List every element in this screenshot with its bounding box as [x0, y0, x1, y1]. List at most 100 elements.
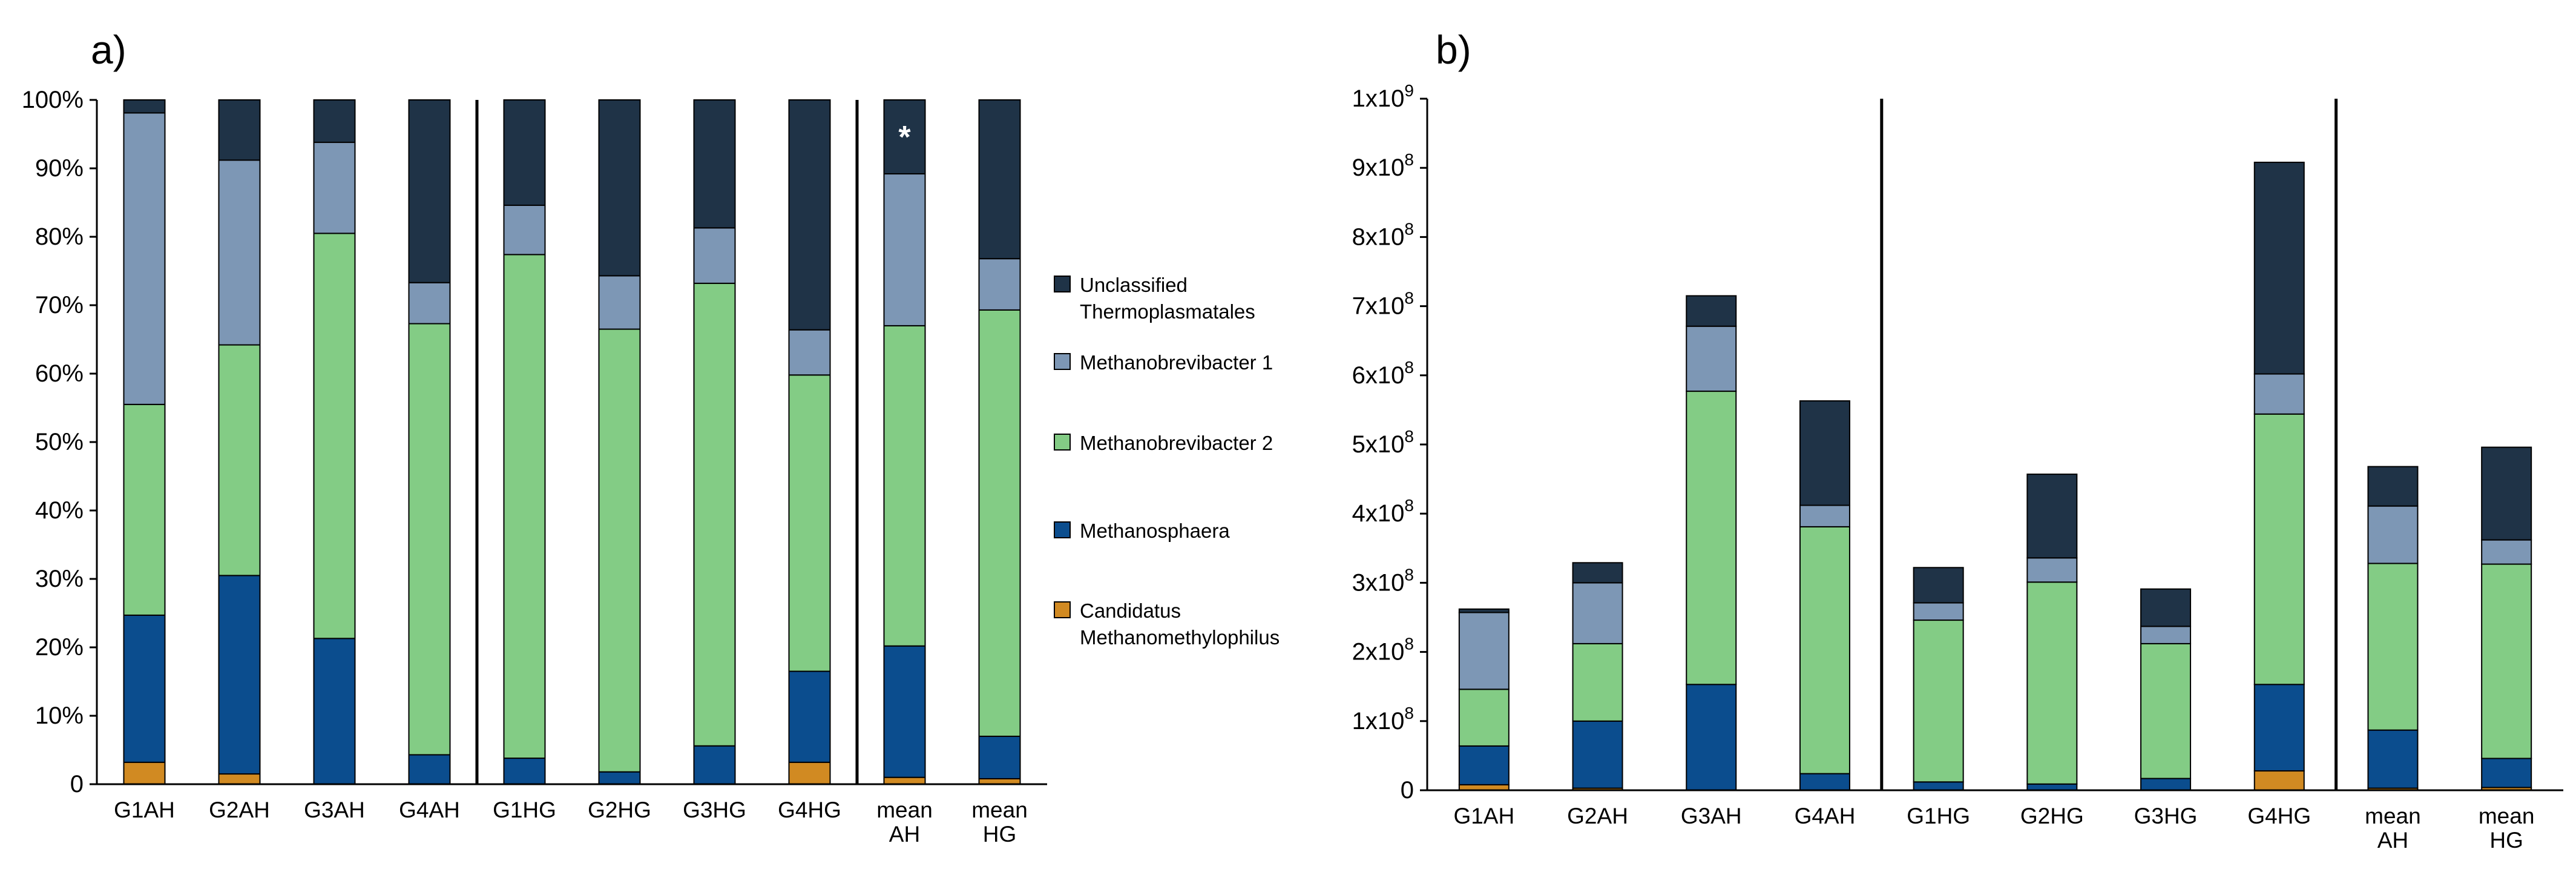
bar-segment-methanobrevibacter-1: [883, 173, 926, 326]
bar-segment-methanosphaera: [408, 754, 451, 785]
bar-segment-methanosphaera: [1686, 684, 1737, 791]
x-tick-label-line: HG: [2489, 828, 2523, 853]
bar-segment-candidatus-methanomethylophilus: [218, 773, 261, 785]
bar-segment-unclassified-thermoplasmatales: [503, 99, 546, 206]
y-tick-label: 6x108: [1352, 358, 1414, 389]
panel-label: b): [1436, 27, 1471, 72]
bar-segment-methanosphaera: [1572, 720, 1623, 789]
legend-label-line: Methanosphaera: [1080, 520, 1230, 542]
bar-segment-unclassified-thermoplasmatales: [1686, 295, 1737, 327]
y-tick-label: 80%: [35, 223, 84, 250]
y-tick-label-base: 9x10: [1352, 154, 1405, 181]
x-tick-label-line: mean: [971, 798, 1028, 822]
x-tick-label: mean HG: [2479, 804, 2535, 853]
y-tick-label: 30%: [35, 566, 84, 592]
x-tick-label: G2HG: [588, 798, 651, 822]
x-tick-label: G2AH: [1567, 804, 1628, 828]
y-tick-label-exponent: 8: [1404, 496, 1414, 515]
bar-segment-unclassified-thermoplasmatales: [2253, 162, 2305, 375]
bar-segment-methanosphaera: [1913, 781, 1964, 791]
x-tick-label: G2AH: [209, 798, 270, 822]
y-tick-label: 0: [70, 771, 84, 798]
bar-segment-methanobrevibacter-2: [883, 325, 926, 647]
bar-segment-methanobrevibacter-1: [218, 159, 261, 346]
chart-a: a) 0 10% 20% 30% 40% 50% 60% 70% 80% 90% 100% G1AH G2…: [22, 27, 1047, 847]
y-tick-label-exponent: 8: [1404, 565, 1414, 584]
legend-label-line: Methanobrevibacter 1: [1080, 351, 1273, 374]
bar-segment-unclassified-thermoplasmatales: [883, 99, 926, 175]
bar-segment-unclassified-thermoplasmatales: [218, 99, 261, 161]
bar-segment-unclassified-thermoplasmatales: [1572, 562, 1623, 584]
legend-swatch-candidatus-methanomethylophilus: [1054, 601, 1071, 618]
legend-swatch-unclassified-thermoplasmatales: [1054, 276, 1071, 292]
bar-segment-methanobrevibacter-1: [1686, 325, 1737, 392]
legend-label-candidatus-methanomethylophilus: Candidatus Methanomethylophilus: [1080, 600, 1280, 649]
x-tick-label: G1AH: [114, 798, 175, 822]
bar-segment-methanosphaera: [978, 735, 1021, 779]
bar-segment-methanobrevibacter-1: [1458, 612, 1510, 690]
bar-segment-methanobrevibacter-2: [2140, 642, 2192, 779]
x-tick-label: G3HG: [683, 798, 746, 822]
x-tick-label-line: G2HG: [2020, 804, 2084, 828]
x-tick-label-line: G3HG: [683, 798, 746, 822]
panel-label: a): [91, 27, 126, 72]
y-tick-label-exponent: 8: [1404, 150, 1414, 169]
x-tick-label-line: G3AH: [1681, 804, 1742, 828]
bar-segment-methanobrevibacter-2: [503, 254, 546, 759]
y-tick-label: 70%: [35, 292, 84, 319]
bar-segment-methanobrevibacter-1: [2481, 539, 2532, 565]
bar-segment-methanobrevibacter-1: [1913, 602, 1964, 621]
bar-segment-methanobrevibacter-1: [2253, 373, 2305, 415]
bar-segment-methanobrevibacter-2: [1458, 689, 1510, 747]
x-tick-label: G4AH: [1795, 804, 1856, 828]
legend-swatch-methanosphaera: [1054, 521, 1071, 538]
y-tick-label-base: 8x10: [1352, 223, 1405, 250]
y-tick-label-exponent: 8: [1404, 427, 1414, 446]
legend: Unclassified Thermoplasmatales Methanobrev…: [1054, 274, 1280, 649]
x-tick-label: mean HG: [971, 798, 1028, 847]
x-tick-label-line: G4AH: [1795, 804, 1856, 828]
x-tick-label-line: G1AH: [114, 798, 175, 822]
bar-segment-methanosphaera: [218, 575, 261, 775]
bar-segment-methanosphaera: [2140, 778, 2192, 791]
y-tick-label: 20%: [35, 634, 84, 661]
x-tick-label-line: G4HG: [778, 798, 841, 822]
y-tick-label: 90%: [35, 155, 84, 182]
y-tick-label: 2x108: [1352, 635, 1414, 666]
bar-segment-unclassified-thermoplasmatales: [2140, 588, 2192, 627]
legend-swatch-methanobrevibacter-1: [1054, 353, 1071, 370]
bar-segment-candidatus-methanomethylophilus: [123, 761, 166, 785]
y-tick-label: 0: [1401, 777, 1414, 804]
bar-segment-unclassified-thermoplasmatales: [2026, 474, 2078, 559]
bar-segment-methanosphaera: [788, 670, 831, 763]
bar-segment-unclassified-thermoplasmatales: [123, 99, 166, 114]
bar-segment-methanobrevibacter-1: [408, 282, 451, 325]
bar-segment-methanobrevibacter-1: [2140, 626, 2192, 644]
y-tick-label-exponent: 8: [1404, 704, 1414, 722]
bar-segment-methanosphaera: [1799, 773, 1850, 791]
bar-segment-unclassified-thermoplasmatales: [978, 99, 1021, 260]
bar-segment-candidatus-methanomethylophilus: [883, 776, 926, 785]
y-tick-label-base: 1x10: [1352, 708, 1405, 735]
bar-segment-methanobrevibacter-1: [1799, 504, 1850, 527]
x-tick-label: mean AH: [2365, 804, 2421, 853]
legend-label-line: Candidatus: [1080, 600, 1181, 622]
bar-segment-methanobrevibacter-1: [693, 227, 736, 284]
y-tick-label: 100%: [22, 87, 84, 113]
bar-segment-methanosphaera: [883, 645, 926, 778]
legend-label-methanobrevibacter-2: Methanobrevibacter 2: [1080, 432, 1273, 454]
x-tick-label-line: G4AH: [399, 798, 460, 822]
x-tick-label-line: G3HG: [2134, 804, 2198, 828]
legend-label-methanosphaera: Methanosphaera: [1080, 520, 1230, 542]
y-tick-label: 5x108: [1352, 427, 1414, 458]
x-tick-label: G3AH: [304, 798, 365, 822]
bar-segment-methanosphaera: [1458, 745, 1510, 785]
bar-segment-methanobrevibacter-1: [978, 258, 1021, 311]
bar-segment-methanobrevibacter-2: [2367, 563, 2419, 731]
legend-label-line: Thermoplasmatales: [1080, 300, 1255, 323]
bar-segment-unclassified-thermoplasmatales: [1913, 567, 1964, 604]
x-tick-label: G4HG: [778, 798, 841, 822]
x-tick-label-line: AH: [2377, 828, 2408, 853]
bar-segment-methanosphaera: [598, 771, 641, 785]
